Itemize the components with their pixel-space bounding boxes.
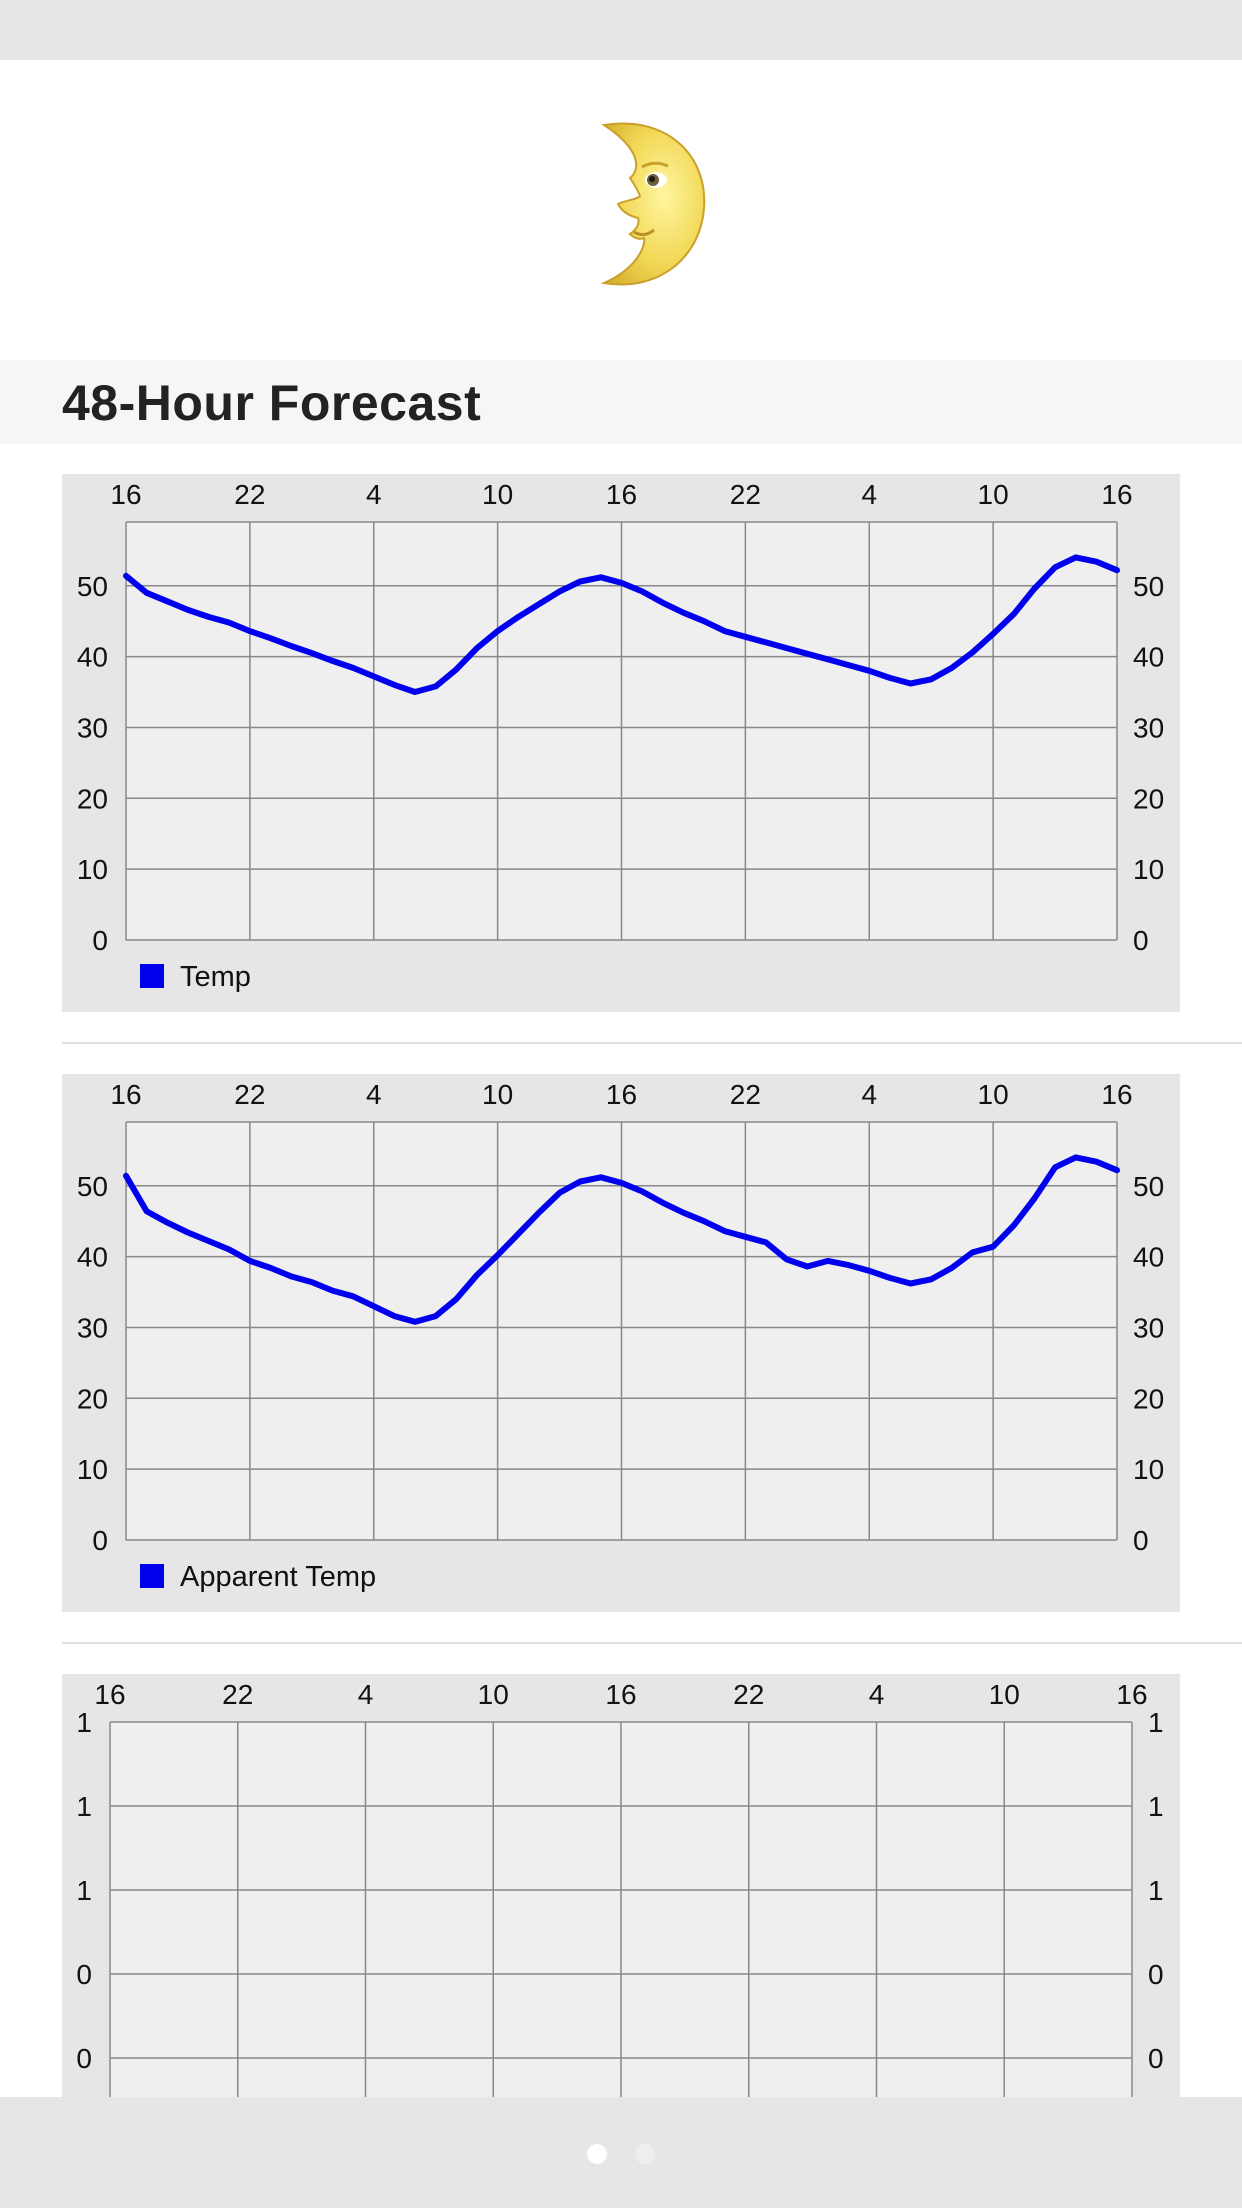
x-tick-label: 22 [234, 1079, 265, 1110]
y-tick-label-right: 50 [1133, 571, 1164, 602]
x-tick-label: 10 [978, 479, 1009, 510]
x-tick-label: 4 [358, 1679, 374, 1710]
series-line [123, 554, 1120, 695]
y-tick-label-right: 40 [1133, 1242, 1164, 1273]
x-tick-label: 16 [110, 1079, 141, 1110]
x-tick-label: 16 [1101, 479, 1132, 510]
x-tick-label: 16 [110, 479, 141, 510]
legend-swatch [140, 1564, 164, 1588]
y-tick-label-left: 10 [77, 854, 108, 885]
y-tick-label-left: 50 [77, 571, 108, 602]
y-tick-label-left: 30 [77, 1312, 108, 1343]
x-tick-label: 22 [733, 1679, 764, 1710]
legend-swatch [140, 964, 164, 988]
divider [62, 1642, 1242, 1644]
y-tick-label-left: 40 [77, 642, 108, 673]
y-tick-label-right: 50 [1133, 1171, 1164, 1202]
x-tick-label: 4 [861, 479, 877, 510]
y-tick-label-right: 0 [1133, 925, 1149, 956]
y-tick-label-left: 10 [77, 1454, 108, 1485]
x-tick-label: 4 [861, 1079, 877, 1110]
y-tick-label-left: 1 [76, 1791, 92, 1822]
x-tick-label: 16 [605, 1679, 636, 1710]
divider [62, 1042, 1242, 1044]
x-tick-label: 16 [94, 1679, 125, 1710]
chart-svg: 16 22 4 10 16 22 4 10 16 0 0 10 10 20 20 30 30 40 40 50 50 Te… [62, 474, 1180, 1012]
status-bar [0, 0, 1242, 60]
y-tick-label-right: 20 [1133, 783, 1164, 814]
y-tick-label-left: 20 [77, 1383, 108, 1414]
section-header: 48-Hour Forecast [0, 360, 1242, 444]
series-line [123, 1154, 1120, 1325]
x-tick-label: 10 [482, 479, 513, 510]
y-tick-label-right: 1 [1148, 1791, 1164, 1822]
x-tick-label: 10 [482, 1079, 513, 1110]
y-tick-label-left: 0 [92, 925, 108, 956]
y-tick-label-right: 10 [1133, 854, 1164, 885]
x-tick-label: 10 [478, 1679, 509, 1710]
bottom-bar [0, 2097, 1242, 2208]
x-tick-label: 4 [869, 1679, 885, 1710]
y-tick-label-right: 0 [1133, 1525, 1149, 1556]
x-tick-label: 22 [730, 1079, 761, 1110]
page-dot-current[interactable] [587, 2144, 607, 2164]
y-tick-label-left: 0 [76, 1959, 92, 1990]
legend-label: Temp [180, 961, 251, 993]
x-tick-label: 10 [989, 1679, 1020, 1710]
x-tick-label: 22 [222, 1679, 253, 1710]
third-chart: 16 22 4 10 16 22 4 10 16 1 1 1 1 1 1 0 0 0 0 [62, 1674, 1180, 2098]
x-tick-label: 4 [366, 479, 382, 510]
x-tick-label: 22 [730, 479, 761, 510]
y-tick-label-left: 40 [77, 1242, 108, 1273]
x-tick-label: 16 [1116, 1679, 1147, 1710]
y-tick-label-left: 0 [92, 1525, 108, 1556]
section-title: 48-Hour Forecast [62, 375, 482, 431]
x-tick-label: 4 [366, 1079, 382, 1110]
y-tick-label-right: 10 [1133, 1454, 1164, 1485]
page-dot[interactable] [635, 2144, 655, 2164]
y-tick-label-right: 0 [1148, 1959, 1164, 1990]
chart-svg: 16 22 4 10 16 22 4 10 16 0 0 10 10 20 20 30 30 40 40 50 50 Ap… [62, 1074, 1180, 1612]
y-tick-label-left: 30 [77, 712, 108, 743]
temp-chart: 16 22 4 10 16 22 4 10 16 0 0 10 10 20 20 30 30 40 40 50 50 Te… [62, 474, 1180, 1012]
waxing-crescent-moon-face-icon [600, 122, 706, 286]
x-tick-label: 22 [234, 479, 265, 510]
y-tick-label-right: 1 [1148, 1875, 1164, 1906]
x-tick-label: 16 [1101, 1079, 1132, 1110]
y-tick-label-right: 20 [1133, 1383, 1164, 1414]
y-tick-label-left: 20 [77, 783, 108, 814]
y-tick-label-left: 1 [76, 1707, 92, 1738]
y-tick-label-left: 50 [77, 1171, 108, 1202]
y-tick-label-right: 30 [1133, 712, 1164, 743]
chart-svg: 16 22 4 10 16 22 4 10 161 11 11 10 00 0 [62, 1674, 1180, 2098]
legend-label: Apparent Temp [180, 1561, 376, 1593]
y-tick-label-left: 0 [76, 2043, 92, 2074]
y-tick-label-left: 1 [76, 1875, 92, 1906]
apparent-temp-chart: 16 22 4 10 16 22 4 10 16 0 0 10 10 20 20 30 30 40 40 50 50 Ap… [62, 1074, 1180, 1612]
y-tick-label-right: 30 [1133, 1312, 1164, 1343]
y-tick-label-right: 0 [1148, 2043, 1164, 2074]
y-tick-label-right: 1 [1148, 1707, 1164, 1738]
x-tick-label: 16 [606, 479, 637, 510]
y-tick-label-right: 40 [1133, 642, 1164, 673]
x-tick-label: 10 [978, 1079, 1009, 1110]
x-tick-label: 16 [606, 1079, 637, 1110]
